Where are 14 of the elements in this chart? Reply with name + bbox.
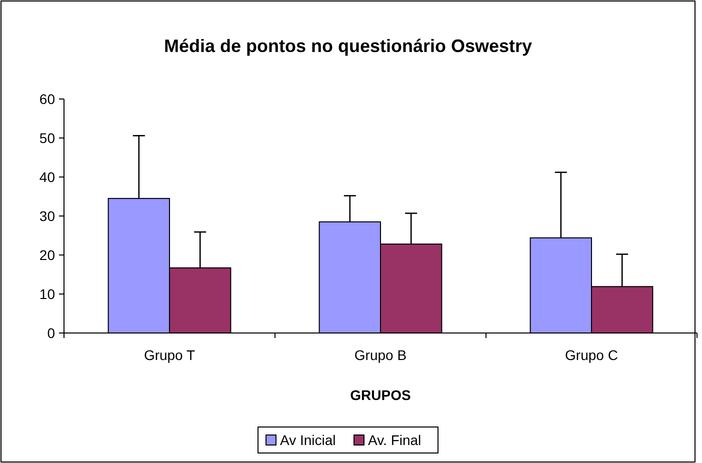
legend-label: Av Inicial: [280, 432, 336, 448]
x-tick-label: Grupo C: [565, 347, 618, 363]
y-tick-label: 20: [39, 246, 56, 263]
y-tick-label: 50: [39, 130, 56, 146]
y-tick-label: 0: [47, 324, 56, 341]
legend-label: Av. Final: [368, 432, 422, 448]
x-tick-label: Grupo T: [144, 347, 196, 363]
chart-title: Média de pontos no questionário Oswestry: [164, 36, 532, 56]
x-axis-title: GRUPOS: [350, 387, 411, 403]
x-tick-label: Grupo B: [354, 347, 407, 363]
y-tick-label: 30: [39, 208, 56, 224]
y-tick-label: 10: [39, 286, 56, 302]
y-tick-label: 60: [39, 90, 56, 107]
y-tick-label: 40: [39, 168, 56, 185]
